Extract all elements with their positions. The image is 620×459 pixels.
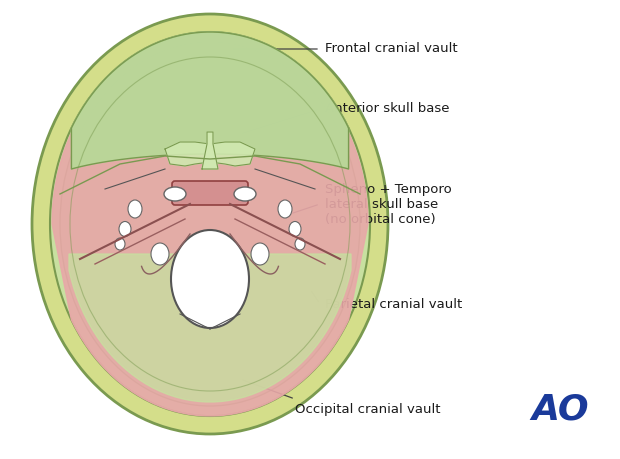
- Polygon shape: [165, 142, 255, 166]
- Ellipse shape: [289, 222, 301, 236]
- Polygon shape: [71, 32, 348, 169]
- Text: Anterior skull base: Anterior skull base: [325, 102, 450, 116]
- Ellipse shape: [128, 200, 142, 218]
- Text: Occipital cranial vault: Occipital cranial vault: [295, 403, 440, 415]
- Text: Frontal cranial vault: Frontal cranial vault: [325, 43, 458, 56]
- Ellipse shape: [60, 42, 360, 406]
- Text: AO: AO: [531, 392, 589, 426]
- Text: Parietal cranial vault: Parietal cranial vault: [325, 297, 463, 310]
- Ellipse shape: [234, 187, 256, 201]
- Ellipse shape: [171, 230, 249, 328]
- Text: Spheno + Temporo
lateral skull base
(no orbital cone): Spheno + Temporo lateral skull base (no …: [325, 183, 452, 225]
- Polygon shape: [69, 254, 351, 402]
- Ellipse shape: [115, 238, 125, 250]
- Ellipse shape: [295, 238, 305, 250]
- Ellipse shape: [278, 200, 292, 218]
- Ellipse shape: [32, 14, 388, 434]
- FancyBboxPatch shape: [172, 181, 248, 205]
- Ellipse shape: [119, 222, 131, 236]
- Ellipse shape: [251, 243, 269, 265]
- Ellipse shape: [50, 32, 370, 416]
- Polygon shape: [202, 132, 218, 169]
- Polygon shape: [52, 34, 368, 416]
- Ellipse shape: [164, 187, 186, 201]
- Ellipse shape: [151, 243, 169, 265]
